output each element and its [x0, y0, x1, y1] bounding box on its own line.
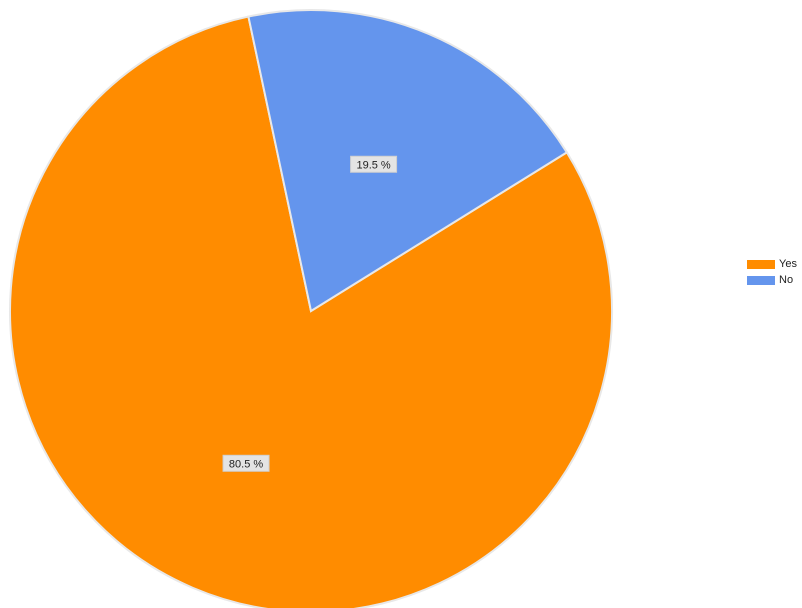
- legend-item-yes: Yes: [747, 256, 797, 272]
- legend-swatch-yes: [747, 259, 775, 269]
- pie-label-box-no: [350, 155, 398, 173]
- legend-item-no: No: [747, 272, 797, 288]
- legend-label-yes: Yes: [779, 258, 797, 270]
- pie-value-labels: 80.5 % 19.5 %: [222, 155, 398, 472]
- pie-label-no: 19.5 %: [350, 155, 398, 173]
- pie-slices: [9, 9, 613, 608]
- pie-label-text-no: 19.5 %: [356, 159, 390, 171]
- pie-label-box-yes: [222, 454, 270, 472]
- pie-label-yes: 80.5 %: [222, 454, 270, 472]
- legend-swatch-no: [747, 275, 775, 285]
- pie-slice-no: [247, 9, 569, 313]
- legend-label-no: No: [779, 274, 794, 286]
- pie-label-text-yes: 80.5 %: [229, 458, 263, 470]
- pie-slice-yes: [9, 15, 613, 608]
- legend: Yes No: [747, 256, 797, 288]
